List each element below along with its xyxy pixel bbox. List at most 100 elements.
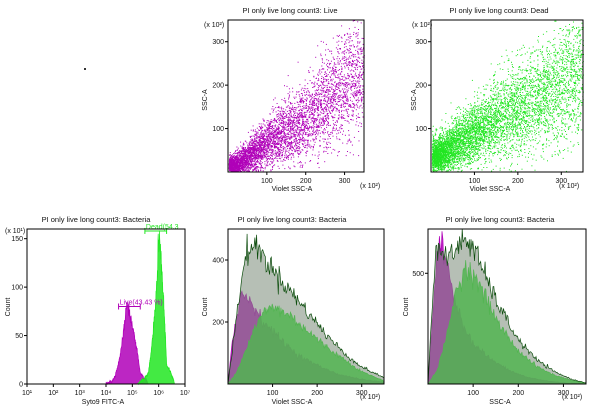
scatter-point <box>324 74 325 75</box>
scatter-point <box>242 160 243 161</box>
scatter-point <box>288 116 289 117</box>
scatter-point <box>334 99 335 100</box>
scatter-point <box>287 120 288 121</box>
scatter-point <box>324 87 325 88</box>
scatter-point <box>246 163 247 164</box>
scatter-point <box>312 102 313 103</box>
scatter-point <box>258 136 259 137</box>
scatter-point <box>332 106 333 107</box>
scatter-point <box>349 83 350 84</box>
scatter-point <box>338 99 339 100</box>
scatter-point <box>252 144 253 145</box>
scatter-point <box>333 91 334 92</box>
scatter-point <box>345 96 346 97</box>
scatter-point <box>362 89 363 90</box>
scatter-point <box>280 111 281 112</box>
scatter-point <box>335 86 336 87</box>
scatter-point <box>340 91 341 92</box>
scatter-point <box>290 132 291 133</box>
scatter-point <box>294 134 295 135</box>
scatter-point <box>354 105 355 106</box>
scatter-point <box>316 99 317 100</box>
scatter-point <box>293 111 294 112</box>
scatter-point <box>333 100 334 101</box>
scatter-point <box>337 56 338 57</box>
scatter-point <box>255 148 256 149</box>
scatter-point <box>353 32 354 33</box>
scatter-point <box>326 143 327 144</box>
scatter-point <box>267 153 268 154</box>
scatter-point <box>257 146 258 147</box>
scatter-point <box>339 58 340 59</box>
scatter-point <box>236 147 237 148</box>
scatter-point <box>268 134 269 135</box>
scatter-point <box>345 50 346 51</box>
scatter-point <box>361 22 362 23</box>
scatter-point <box>306 107 307 108</box>
scatter-point <box>304 139 305 140</box>
scatter-point <box>348 39 349 40</box>
scatter-point <box>319 146 320 147</box>
scatter-point <box>274 140 275 141</box>
scatter-point <box>271 139 272 140</box>
scatter-point <box>277 160 278 161</box>
scatter-point <box>322 69 323 70</box>
scatter-point <box>271 134 272 135</box>
scatter-point <box>308 91 309 92</box>
scatter-point <box>282 154 283 155</box>
scatter-point <box>361 77 362 78</box>
scatter-point <box>288 130 289 131</box>
scatter-point <box>237 160 238 161</box>
scatter-point <box>312 82 313 83</box>
scatter-point <box>342 97 343 98</box>
scatter-point <box>285 113 286 114</box>
scatter-point <box>278 166 279 167</box>
scatter-point <box>302 110 303 111</box>
scatter-point <box>265 131 266 132</box>
scatter-point <box>229 161 230 162</box>
scatter-point <box>293 125 294 126</box>
scatter-point <box>310 117 311 118</box>
scatter-point <box>328 83 329 84</box>
scatter-point <box>323 79 324 80</box>
scatter-point <box>242 168 243 169</box>
scatter-point <box>329 91 330 92</box>
scatter-point <box>359 140 360 141</box>
scatter-point <box>339 82 340 83</box>
scatter-point <box>254 167 255 168</box>
scatter-point <box>246 169 247 170</box>
scatter-point <box>359 74 360 75</box>
scatter-point <box>300 147 301 148</box>
scatter-point <box>325 118 326 119</box>
scatter-point <box>329 51 330 52</box>
scatter-point <box>275 137 276 138</box>
scatter-point <box>235 150 236 151</box>
scatter-point <box>328 115 329 116</box>
scatter-point <box>259 130 260 131</box>
scatter-point <box>288 101 289 102</box>
scatter-point <box>272 126 273 127</box>
scatter-point <box>283 159 284 160</box>
scatter-point <box>353 85 354 86</box>
scatter-point <box>341 107 342 108</box>
scatter-point <box>264 120 265 121</box>
scatter-point <box>524 144 525 145</box>
scatter-point <box>347 86 348 87</box>
scatter-point <box>324 94 325 95</box>
scatter-point <box>237 166 238 167</box>
scatter-point <box>339 64 340 65</box>
scatter-point <box>357 67 358 68</box>
scatter-point <box>248 170 249 171</box>
scatter-point <box>532 121 533 122</box>
scatter-point <box>240 142 241 143</box>
scatter-point <box>281 120 282 121</box>
scatter-point <box>233 160 234 161</box>
scatter-point <box>350 70 351 71</box>
scatter-point <box>335 93 336 94</box>
scatter-point <box>295 150 296 151</box>
scatter-point <box>354 85 355 86</box>
scatter-point <box>569 126 570 127</box>
scatter-point <box>270 161 271 162</box>
scatter-point <box>254 164 255 165</box>
scatter-point <box>252 170 253 171</box>
